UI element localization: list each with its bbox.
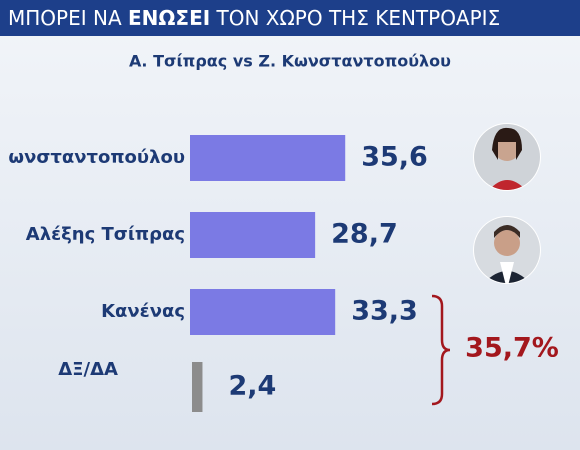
category-label: ωνσταντοπούλου	[8, 147, 185, 168]
value-label: 28,7	[331, 219, 398, 250]
title-part: ΜΠΟΡΕΙ ΝΑ	[8, 6, 128, 30]
title-part: ΤΟΝ ΧΩΡΟ ΤΗΣ ΚΕΝΤΡΟΑΡΙΣ	[210, 6, 500, 30]
bar	[190, 135, 346, 181]
value-label: 2,4	[228, 371, 276, 402]
title-bar	[0, 0, 580, 36]
bracket	[431, 294, 451, 406]
category-label: ΔΞ/ΔΑ	[58, 359, 118, 380]
photo	[473, 216, 541, 284]
value-label: 33,3	[351, 296, 418, 327]
bar	[192, 362, 203, 412]
bar	[190, 289, 336, 335]
chart-title: ΜΠΟΡΕΙ ΝΑ ΕΝΩΣΕΙ ΤΟΝ ΧΩΡΟ ΤΗΣ ΚΕΝΤΡΟΑΡΙΣ	[8, 6, 500, 30]
category-label: Κανένας	[101, 301, 185, 322]
bar	[190, 212, 316, 258]
value-label: 35,6	[361, 142, 428, 173]
title-part: ΕΝΩΣΕΙ	[128, 6, 210, 30]
annotation: 35,7%	[465, 333, 559, 364]
chart-subtitle: Α. Τσίπρας vs Ζ. Κωνσταντοπούλου	[129, 52, 451, 71]
photo	[473, 123, 541, 191]
category-label: Αλέξης Τσίπρας	[26, 224, 185, 245]
